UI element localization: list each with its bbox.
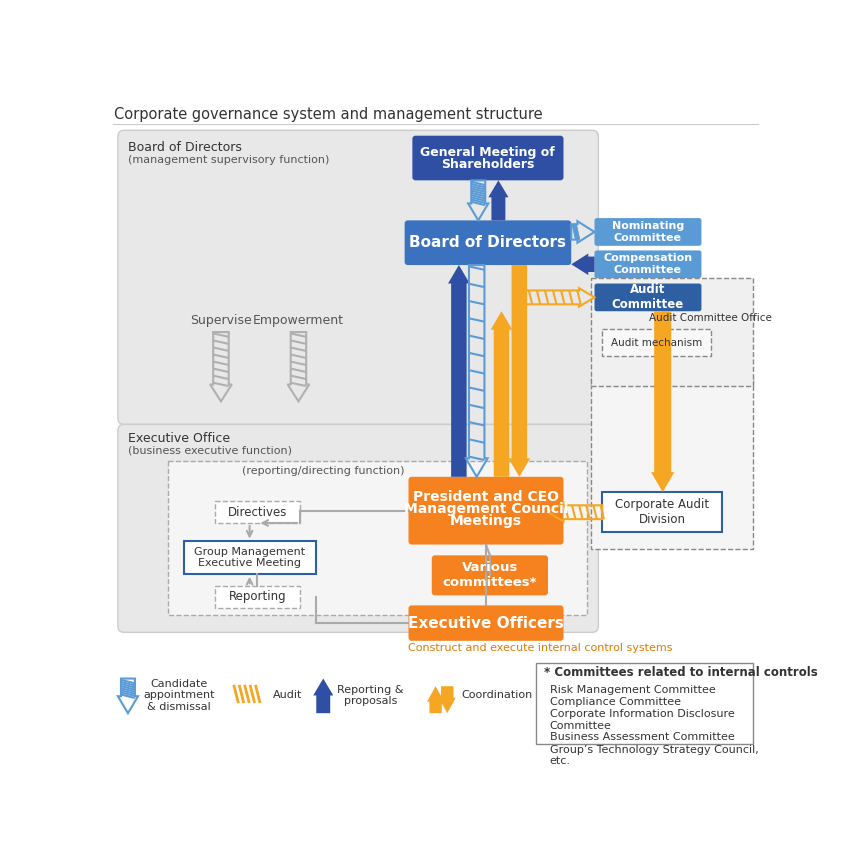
Bar	[168, 461, 586, 616]
FancyBboxPatch shape	[409, 477, 564, 545]
Polygon shape	[448, 265, 470, 477]
Text: Supervise: Supervise	[190, 314, 252, 327]
Text: Empowerment: Empowerment	[253, 314, 344, 327]
Text: Corporate Audit
Division: Corporate Audit Division	[615, 498, 709, 526]
Bar	[603, 329, 711, 356]
Text: Board of Directors: Board of Directors	[128, 141, 241, 154]
Bar	[215, 586, 300, 608]
Text: Corporate Information Disclosure
Committee: Corporate Information Disclosure Committ…	[550, 709, 734, 731]
FancyBboxPatch shape	[118, 424, 598, 632]
Polygon shape	[427, 686, 445, 713]
Text: Candidate
appointment
& dismissal: Candidate appointment & dismissal	[144, 679, 215, 712]
Bar	[603, 493, 722, 532]
Polygon shape	[313, 679, 333, 713]
Bar	[536, 663, 753, 744]
Text: Coordination: Coordination	[462, 690, 532, 701]
Bar	[215, 502, 300, 523]
Polygon shape	[651, 312, 674, 493]
Text: Compensation
Committee: Compensation Committee	[604, 253, 693, 275]
FancyBboxPatch shape	[594, 250, 701, 278]
Text: Reporting &
proposals: Reporting & proposals	[337, 685, 404, 706]
Text: Audit: Audit	[273, 690, 303, 701]
Text: Board of Directors: Board of Directors	[409, 235, 566, 250]
FancyBboxPatch shape	[118, 131, 598, 424]
Text: Corporate governance system and management structure: Corporate governance system and manageme…	[114, 108, 542, 122]
Text: (management supervisory function): (management supervisory function)	[128, 155, 329, 164]
FancyBboxPatch shape	[405, 221, 571, 265]
Text: Risk Management Committee: Risk Management Committee	[550, 685, 716, 695]
Bar	[591, 378, 753, 549]
FancyBboxPatch shape	[412, 136, 564, 180]
FancyBboxPatch shape	[409, 605, 564, 641]
Text: Construct and execute internal control systems: Construct and execute internal control s…	[409, 642, 673, 653]
Text: Executive Officers: Executive Officers	[408, 616, 564, 631]
Text: (business executive function): (business executive function)	[128, 445, 292, 456]
Text: Audit Committee Office: Audit Committee Office	[649, 313, 772, 323]
Polygon shape	[488, 180, 508, 221]
Text: (reporting/directing function): (reporting/directing function)	[242, 466, 405, 476]
Polygon shape	[508, 265, 530, 477]
Text: Business Assessment Committee: Business Assessment Committee	[550, 733, 734, 743]
Bar	[184, 541, 315, 573]
Text: * Committees related to internal controls: * Committees related to internal control…	[544, 666, 818, 679]
Bar	[591, 278, 753, 386]
Text: President and CEO: President and CEO	[413, 490, 559, 504]
Polygon shape	[439, 686, 456, 713]
Text: Executive Office: Executive Office	[128, 432, 230, 445]
Text: Management Council: Management Council	[404, 502, 568, 516]
Text: Various
committees*: Various committees*	[443, 562, 537, 589]
Text: Compliance Committee: Compliance Committee	[550, 697, 681, 707]
Polygon shape	[490, 312, 513, 477]
Text: Meetings: Meetings	[450, 514, 522, 529]
Polygon shape	[571, 253, 594, 275]
Text: Group’s Technology Strategy Council,
etc.: Group’s Technology Strategy Council, etc…	[550, 745, 758, 766]
Text: Reporting: Reporting	[229, 590, 286, 604]
FancyBboxPatch shape	[594, 218, 701, 246]
Text: Audit
Committee: Audit Committee	[612, 284, 684, 312]
Text: Directives: Directives	[228, 506, 287, 519]
Text: Nominating
Committee: Nominating Committee	[612, 221, 684, 242]
Text: Group Management
Executive Meeting: Group Management Executive Meeting	[194, 546, 305, 568]
Text: General Meeting of: General Meeting of	[420, 147, 555, 159]
FancyBboxPatch shape	[432, 556, 548, 595]
Text: Shareholders: Shareholders	[441, 158, 535, 172]
FancyBboxPatch shape	[594, 284, 701, 312]
Text: Audit mechanism: Audit mechanism	[611, 338, 702, 348]
